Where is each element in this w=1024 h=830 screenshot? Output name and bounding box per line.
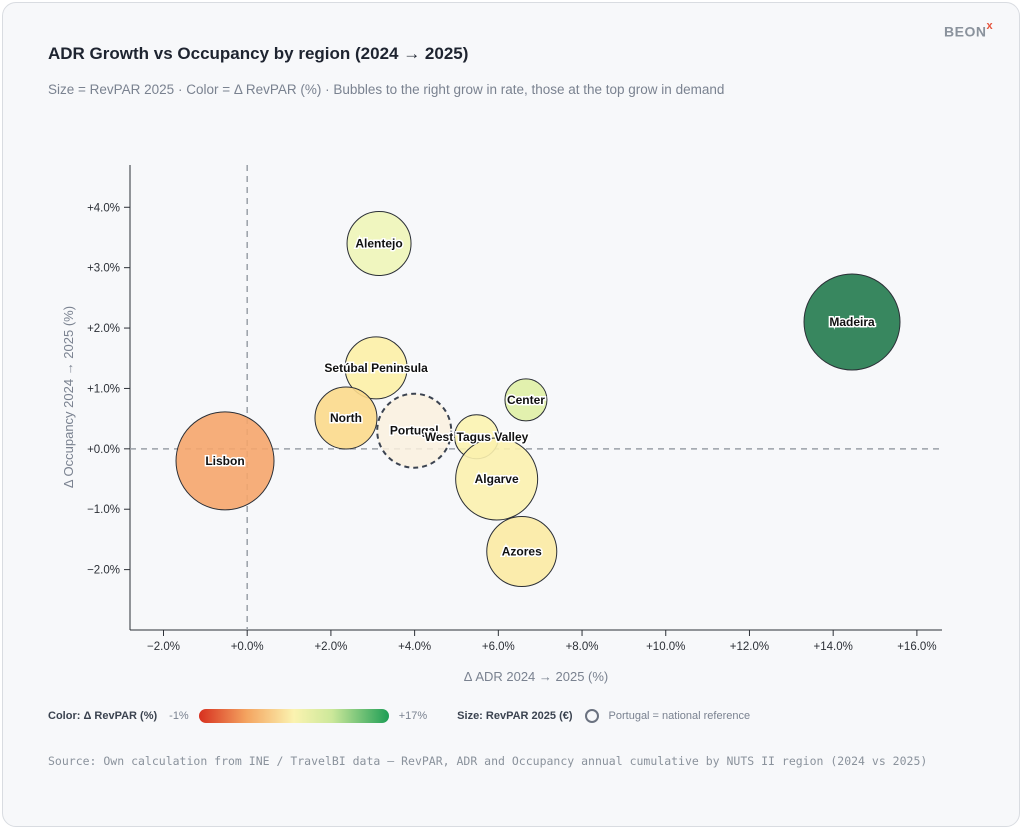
bubble-chart: −2.0% +0.0% +2.0% +4.0% +6.0% +8.0% +10.0% +12.… [61, 165, 942, 684]
bubble-label-azores: Azores [502, 544, 542, 558]
color-gradient-bar [198, 709, 389, 723]
logo-text: BEON [944, 23, 987, 40]
chart-subtitle: Size = RevPAR 2025 · Color = Δ RevPAR (%… [48, 82, 725, 97]
bubble-label-west-tagus-valley: West Tagus Valley [425, 430, 529, 444]
bubble-label-algarve: Algarve [475, 472, 519, 486]
bubbles [175, 211, 901, 587]
bubble-label-alentejo: Alentejo [355, 237, 402, 251]
y-tick-label: +1.0% [87, 383, 120, 395]
bubble-north [314, 386, 378, 450]
logo-mark: x [986, 20, 994, 32]
legend-reference-note: Portugal = national reference [608, 710, 751, 722]
bubble-alentejo [346, 211, 412, 277]
x-tick-label: +10.0% [646, 641, 685, 653]
y-tick-label: +3.0% [87, 263, 120, 275]
legend-color-min: -1% [169, 710, 189, 722]
x-tick-label: +8.0% [566, 641, 599, 653]
x-tick-label: +0.0% [231, 641, 264, 653]
bubble-label-portugal: Portugal [390, 424, 439, 438]
bubble-madeira [803, 273, 901, 371]
legend-color-max: +17% [398, 710, 428, 722]
axes: −2.0% +0.0% +2.0% +4.0% +6.0% +8.0% +10.0% +12.… [87, 165, 942, 653]
beon-logo: BEONx [944, 20, 994, 40]
x-tick-label: +2.0% [314, 641, 347, 653]
x-axis-label: Δ ADR 2024 → 2025 (%) [464, 669, 609, 684]
bubble-center [504, 378, 548, 422]
bubble-set-bal-peninsula [344, 336, 408, 400]
bubble-label-north: North [330, 411, 362, 425]
bubble-portugal [376, 392, 453, 469]
bubble-azores [486, 515, 558, 587]
y-axis-label: Δ Occupancy 2024 → 2025 (%) [61, 306, 76, 488]
x-tick-label: +14.0% [814, 641, 853, 653]
x-tick-label: +4.0% [398, 641, 431, 653]
bubble-label-madeira: Madeira [829, 315, 875, 329]
y-tick-label: +2.0% [87, 323, 120, 335]
legend-color-label: Color: Δ RevPAR (%) [48, 710, 158, 722]
legend: Color: Δ RevPAR (%) -1% +17% Size: RevPA… [48, 706, 750, 726]
bubble-labels: Alentejo Setúbal Peninsula North PortugalWe… [204, 235, 877, 560]
x-tick-label: +6.0% [482, 641, 515, 653]
chart-title: ADR Growth vs Occupancy by region (2024 … [48, 44, 469, 63]
legend-size-label: Size: RevPAR 2025 (€) [457, 710, 573, 722]
y-tick-label: +0.0% [87, 444, 120, 456]
bubble-label-center: Center [507, 393, 545, 407]
y-tick-label: −2.0% [87, 565, 120, 577]
reference-ring-icon [584, 709, 599, 723]
y-tick-label: +4.0% [87, 202, 120, 214]
x-tick-label: +16.0% [897, 641, 936, 653]
source-note: Source: Own calculation from INE / Trave… [48, 754, 928, 768]
bubble-label-lisbon: Lisbon [205, 454, 244, 468]
x-tick-label: +12.0% [730, 641, 769, 653]
bubble-algarve [455, 437, 539, 521]
bubble-label-set-bal-peninsula: Setúbal Peninsula [324, 361, 428, 375]
x-tick-label: −2.0% [147, 641, 180, 653]
y-tick-label: −1.0% [87, 504, 120, 516]
bubble-lisbon [175, 411, 275, 511]
